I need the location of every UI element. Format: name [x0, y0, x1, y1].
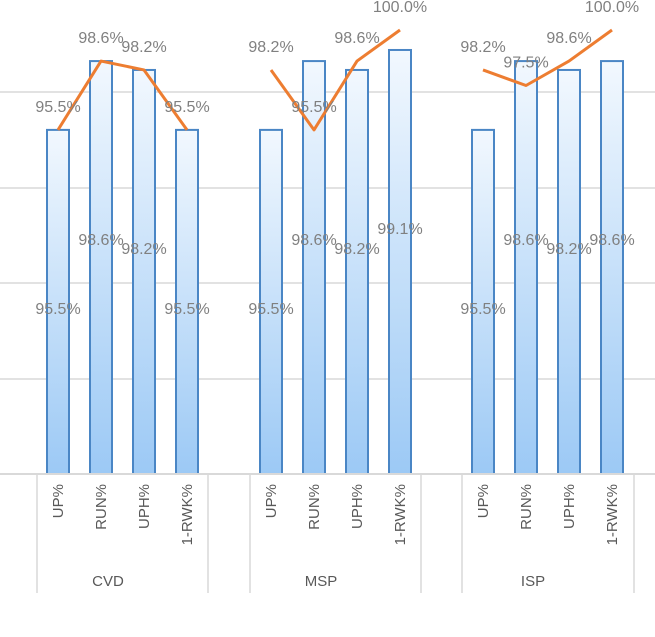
- category-tick-label: UPH%: [561, 484, 578, 529]
- bar-data-label: 99.1%: [377, 221, 422, 238]
- bar: [132, 68, 156, 476]
- bar-data-label: 98.6%: [291, 232, 336, 249]
- line-data-label: 95.5%: [35, 99, 80, 116]
- group-label: ISP: [521, 573, 545, 590]
- category-tick-label: 1-RWK%: [392, 484, 409, 545]
- line-series: [482, 28, 613, 87]
- line-data-label: 98.2%: [121, 39, 166, 56]
- category-tick-label: UP%: [475, 484, 492, 518]
- bar: [89, 60, 113, 476]
- bar: [345, 68, 369, 476]
- group-label: MSP: [305, 573, 338, 590]
- bar-data-label: 95.5%: [164, 301, 209, 318]
- category-tick-label: RUN%: [306, 484, 323, 530]
- bar-data-label: 95.5%: [460, 301, 505, 318]
- bar-data-label: 98.2%: [334, 241, 379, 258]
- line-data-label: 98.2%: [460, 39, 505, 56]
- category-tick-label: 1-RWK%: [179, 484, 196, 545]
- line-data-label: 97.5%: [503, 55, 548, 72]
- bar-data-label: 98.2%: [121, 241, 166, 258]
- bar-data-label: 95.5%: [248, 301, 293, 318]
- category-tick-label: RUN%: [93, 484, 110, 530]
- bar: [600, 60, 624, 476]
- bar-data-label: 98.6%: [78, 232, 123, 249]
- line-series: [269, 28, 401, 132]
- line-data-label: 98.6%: [546, 30, 591, 47]
- category-tick-label: UP%: [263, 484, 280, 518]
- line-data-label: 100.0%: [585, 0, 639, 16]
- line-data-label: 95.5%: [291, 99, 336, 116]
- line-data-label: 98.6%: [78, 30, 123, 47]
- category-tick-label: UPH%: [349, 484, 366, 529]
- bar-data-label: 98.6%: [503, 232, 548, 249]
- bar-data-label: 98.2%: [546, 241, 591, 258]
- line-series: [56, 59, 189, 131]
- bar: [302, 60, 326, 476]
- line-data-label: 95.5%: [164, 99, 209, 116]
- line-data-label: 98.6%: [334, 30, 379, 47]
- bar-data-label: 98.6%: [589, 232, 634, 249]
- category-tick-label: UPH%: [136, 484, 153, 529]
- line-data-label: 100.0%: [373, 0, 427, 16]
- bar: [514, 60, 538, 476]
- bar: [388, 48, 412, 475]
- bar: [557, 68, 581, 476]
- bar-data-label: 95.5%: [35, 301, 80, 318]
- group-label: CVD: [92, 573, 124, 590]
- category-tick-label: UP%: [50, 484, 67, 518]
- category-tick-label: 1-RWK%: [604, 484, 621, 545]
- line-data-label: 98.2%: [248, 39, 293, 56]
- category-tick-label: RUN%: [518, 484, 535, 530]
